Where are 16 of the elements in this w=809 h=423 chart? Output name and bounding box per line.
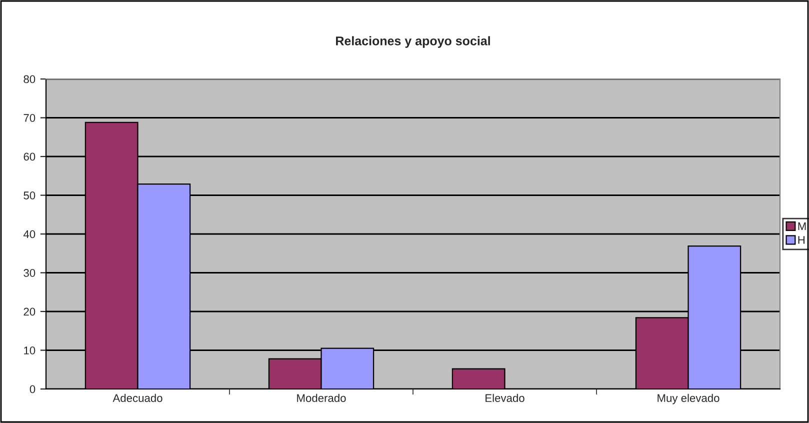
y-tick-label: 10 [24, 346, 36, 354]
y-tick-label: 20 [24, 308, 36, 316]
x-tick-label: Muy elevado [658, 394, 720, 404]
legend-label: H [798, 236, 804, 244]
legend-label: M [798, 222, 806, 230]
y-tick-label: 70 [24, 114, 36, 122]
x-tick-label: Moderado [297, 394, 346, 402]
x-tick-label: Adecuado [112, 394, 162, 402]
y-tick-label: 60 [24, 152, 36, 161]
y-tick-label: 30 [24, 269, 36, 277]
y-tick-label: 0 [30, 385, 36, 394]
x-tick-label: Elevado [486, 394, 524, 402]
y-tick-label: 80 [24, 75, 36, 84]
chart-title: Relaciones y apoyo social [336, 36, 490, 48]
y-tick-label: 50 [24, 192, 36, 200]
y-tick-label: 40 [23, 230, 36, 238]
